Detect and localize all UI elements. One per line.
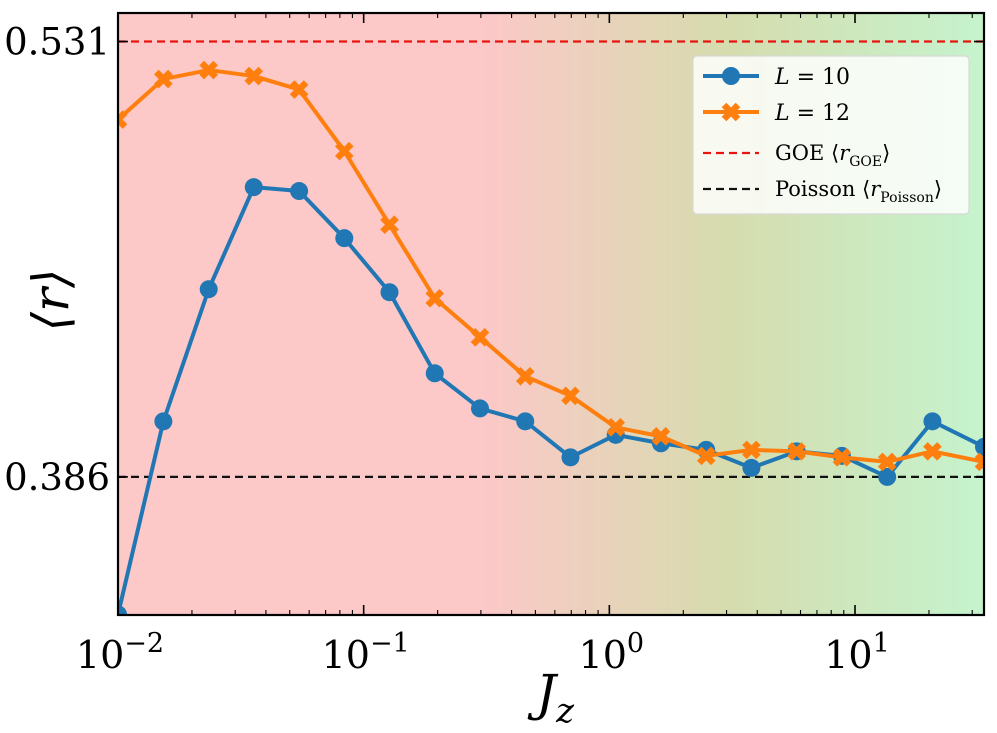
- data-point-L12-6: [380, 215, 399, 234]
- data-point-L12-0: [118, 110, 128, 129]
- data-point-L10-0: [118, 605, 127, 615]
- data-point-L12-15: [787, 442, 806, 461]
- data-point-L10-7: [425, 364, 444, 383]
- data-point-L10-8: [470, 399, 489, 418]
- data-point-L12-11: [606, 418, 626, 437]
- x-tick-label: 10−2: [76, 628, 164, 677]
- data-point-L10-17: [878, 467, 897, 486]
- data-point-L12-10: [561, 386, 580, 406]
- data-point-L10-2: [199, 280, 218, 299]
- data-point-L12-7: [425, 288, 445, 308]
- data-point-L10-4: [290, 182, 309, 201]
- x-tick-label: 101: [824, 628, 890, 677]
- data-point-L12-16: [832, 448, 852, 467]
- legend-label-L12: L = 12: [774, 101, 850, 126]
- data-point-L12-5: [335, 141, 354, 161]
- data-point-L10-19: [975, 437, 984, 456]
- data-point-L12-19: [974, 452, 984, 472]
- data-point-L10-3: [244, 178, 263, 197]
- y-tick-label: 0.531: [4, 21, 110, 64]
- data-point-L10-18: [923, 412, 942, 431]
- data-point-L12-18: [923, 442, 942, 461]
- legend-label-goe: GOE ⟨rGOE⟩: [775, 141, 890, 170]
- x-axis-label: Jz: [527, 664, 575, 728]
- legend-label-L10: L = 10: [774, 65, 850, 90]
- data-point-L12-13: [696, 446, 716, 466]
- data-point-L10-10: [561, 448, 580, 467]
- data-point-L10-5: [335, 229, 354, 248]
- data-point-L12-1: [154, 69, 173, 89]
- y-tick-label: 0.386: [4, 456, 110, 499]
- legend-box: [692, 55, 970, 215]
- data-point-L12-9: [515, 367, 535, 386]
- series-line-L12: [118, 68, 984, 464]
- x-tick-label: 100: [579, 628, 645, 677]
- x-tick-label: 10−1: [322, 628, 410, 677]
- legend-marker: [721, 102, 741, 122]
- plot-frame: [116, 11, 986, 617]
- data-point-L12-3: [244, 66, 264, 86]
- data-point-L12-17: [877, 452, 897, 472]
- y-axis-label: ⟨r⟩: [22, 269, 80, 332]
- data-point-L10-1: [154, 412, 173, 431]
- data-point-L12-14: [742, 440, 761, 460]
- data-point-L12-8: [470, 327, 490, 347]
- data-point-L12-12: [651, 427, 671, 446]
- data-point-L12-4: [289, 80, 309, 99]
- data-point-L10-6: [380, 283, 399, 302]
- legend-label-poisson: Poisson ⟨rPoisson⟩: [775, 177, 942, 206]
- data-point-L10-14: [742, 458, 761, 477]
- data-point-L12-2: [199, 60, 219, 80]
- data-point-L10-9: [516, 412, 535, 431]
- legend: L = 10 L = 12 GOE ⟨rGOE⟩ Poisson ⟨rPoisson⟩: [692, 55, 970, 215]
- legend-marker: [722, 67, 740, 85]
